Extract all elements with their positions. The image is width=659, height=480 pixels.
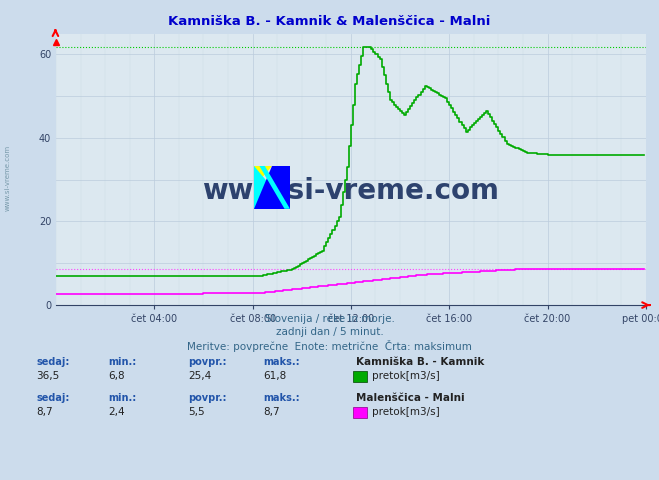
Text: povpr.:: povpr.: bbox=[188, 393, 226, 403]
Text: sedaj:: sedaj: bbox=[36, 393, 70, 403]
Text: 8,7: 8,7 bbox=[264, 407, 280, 417]
Text: Kamniška B. - Kamnik & Malenščica - Malni: Kamniška B. - Kamnik & Malenščica - Maln… bbox=[168, 15, 491, 28]
Text: Malenščica - Malni: Malenščica - Malni bbox=[356, 393, 465, 403]
Text: sedaj:: sedaj: bbox=[36, 357, 70, 367]
Text: pretok[m3/s]: pretok[m3/s] bbox=[372, 407, 440, 417]
Text: Meritve: povprečne  Enote: metrične  Črta: maksimum: Meritve: povprečne Enote: metrične Črta:… bbox=[187, 340, 472, 352]
Text: 6,8: 6,8 bbox=[109, 371, 125, 381]
Text: zadnji dan / 5 minut.: zadnji dan / 5 minut. bbox=[275, 327, 384, 337]
Text: Slovenija / reke in morje.: Slovenija / reke in morje. bbox=[264, 314, 395, 324]
Text: maks.:: maks.: bbox=[264, 393, 301, 403]
Text: Kamniška B. - Kamnik: Kamniška B. - Kamnik bbox=[356, 357, 484, 367]
Text: 2,4: 2,4 bbox=[109, 407, 125, 417]
Text: 61,8: 61,8 bbox=[264, 371, 287, 381]
Text: 25,4: 25,4 bbox=[188, 371, 211, 381]
Text: maks.:: maks.: bbox=[264, 357, 301, 367]
Text: min.:: min.: bbox=[109, 357, 137, 367]
Text: 36,5: 36,5 bbox=[36, 371, 59, 381]
Text: min.:: min.: bbox=[109, 393, 137, 403]
Text: pretok[m3/s]: pretok[m3/s] bbox=[372, 371, 440, 381]
Text: 8,7: 8,7 bbox=[36, 407, 53, 417]
Polygon shape bbox=[254, 166, 290, 209]
Text: 5,5: 5,5 bbox=[188, 407, 204, 417]
Polygon shape bbox=[254, 166, 272, 187]
Text: www.si-vreme.com: www.si-vreme.com bbox=[5, 144, 11, 211]
Polygon shape bbox=[259, 166, 290, 209]
Text: povpr.:: povpr.: bbox=[188, 357, 226, 367]
Text: www.si-vreme.com: www.si-vreme.com bbox=[202, 177, 500, 205]
Polygon shape bbox=[254, 166, 290, 209]
